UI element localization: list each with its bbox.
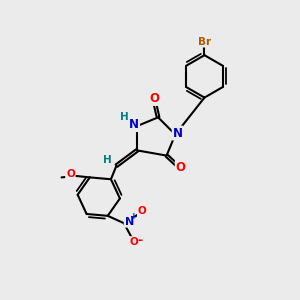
Text: H: H [103,155,111,165]
Text: +: + [130,212,138,221]
Text: -: - [137,234,142,248]
Text: N: N [129,118,139,131]
Text: N: N [173,127,183,140]
Text: H: H [120,112,129,122]
Text: Br: Br [198,37,211,46]
Text: O: O [66,169,75,178]
Text: O: O [176,161,186,174]
Text: O: O [150,92,160,105]
Text: N: N [124,217,134,227]
Text: O: O [129,237,138,247]
Text: O: O [138,206,147,216]
